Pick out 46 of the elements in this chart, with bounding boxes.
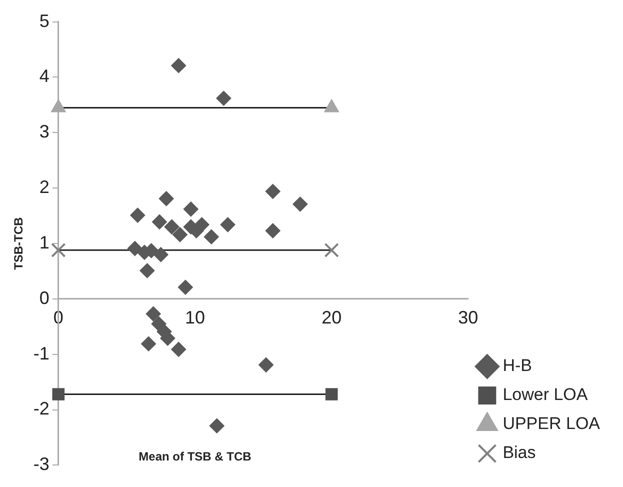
point [183,202,198,217]
y-tick-label: 2 [39,177,50,198]
x-tick-label: 10 [184,308,206,328]
legend-label: Bias [502,443,536,462]
point [258,357,274,372]
y-tick-label: 1 [39,232,50,252]
y-tick-label: -1 [33,343,50,364]
point [151,316,166,332]
point [140,263,155,278]
legend-label: H-B [502,356,532,376]
point [171,342,186,357]
point [130,208,146,223]
point [51,242,66,258]
point [172,227,188,242]
point [52,388,65,400]
point [146,306,161,322]
y-tick-label: 0 [39,288,50,308]
point [141,336,156,352]
y-axis-title: TSB-TCB [12,216,26,270]
point [324,242,339,258]
point [292,196,308,212]
point [158,191,174,206]
x-tick-label: 30 [458,308,478,328]
y-tick-label: 5 [39,10,50,31]
point [127,240,142,256]
y-tick-label: 3 [39,122,50,142]
point [325,388,338,400]
y-tick-label: -3 [33,454,50,474]
point [216,90,232,106]
legend-label: Lower LOA [502,385,588,404]
x-axis-title: Mean of TSB & TCB [138,450,252,464]
x-tick-label: 20 [322,308,342,328]
point [178,280,193,295]
point [194,217,210,232]
point [164,219,180,234]
point [265,223,280,238]
y-tick-label: -2 [33,398,50,419]
point [204,229,219,244]
legend-label: UPPER LOA [502,414,601,434]
point [220,217,236,232]
point [209,418,224,434]
point [265,184,280,199]
y-tick-label: 4 [39,66,50,86]
point [152,214,167,230]
point [153,247,168,262]
point [171,58,186,74]
